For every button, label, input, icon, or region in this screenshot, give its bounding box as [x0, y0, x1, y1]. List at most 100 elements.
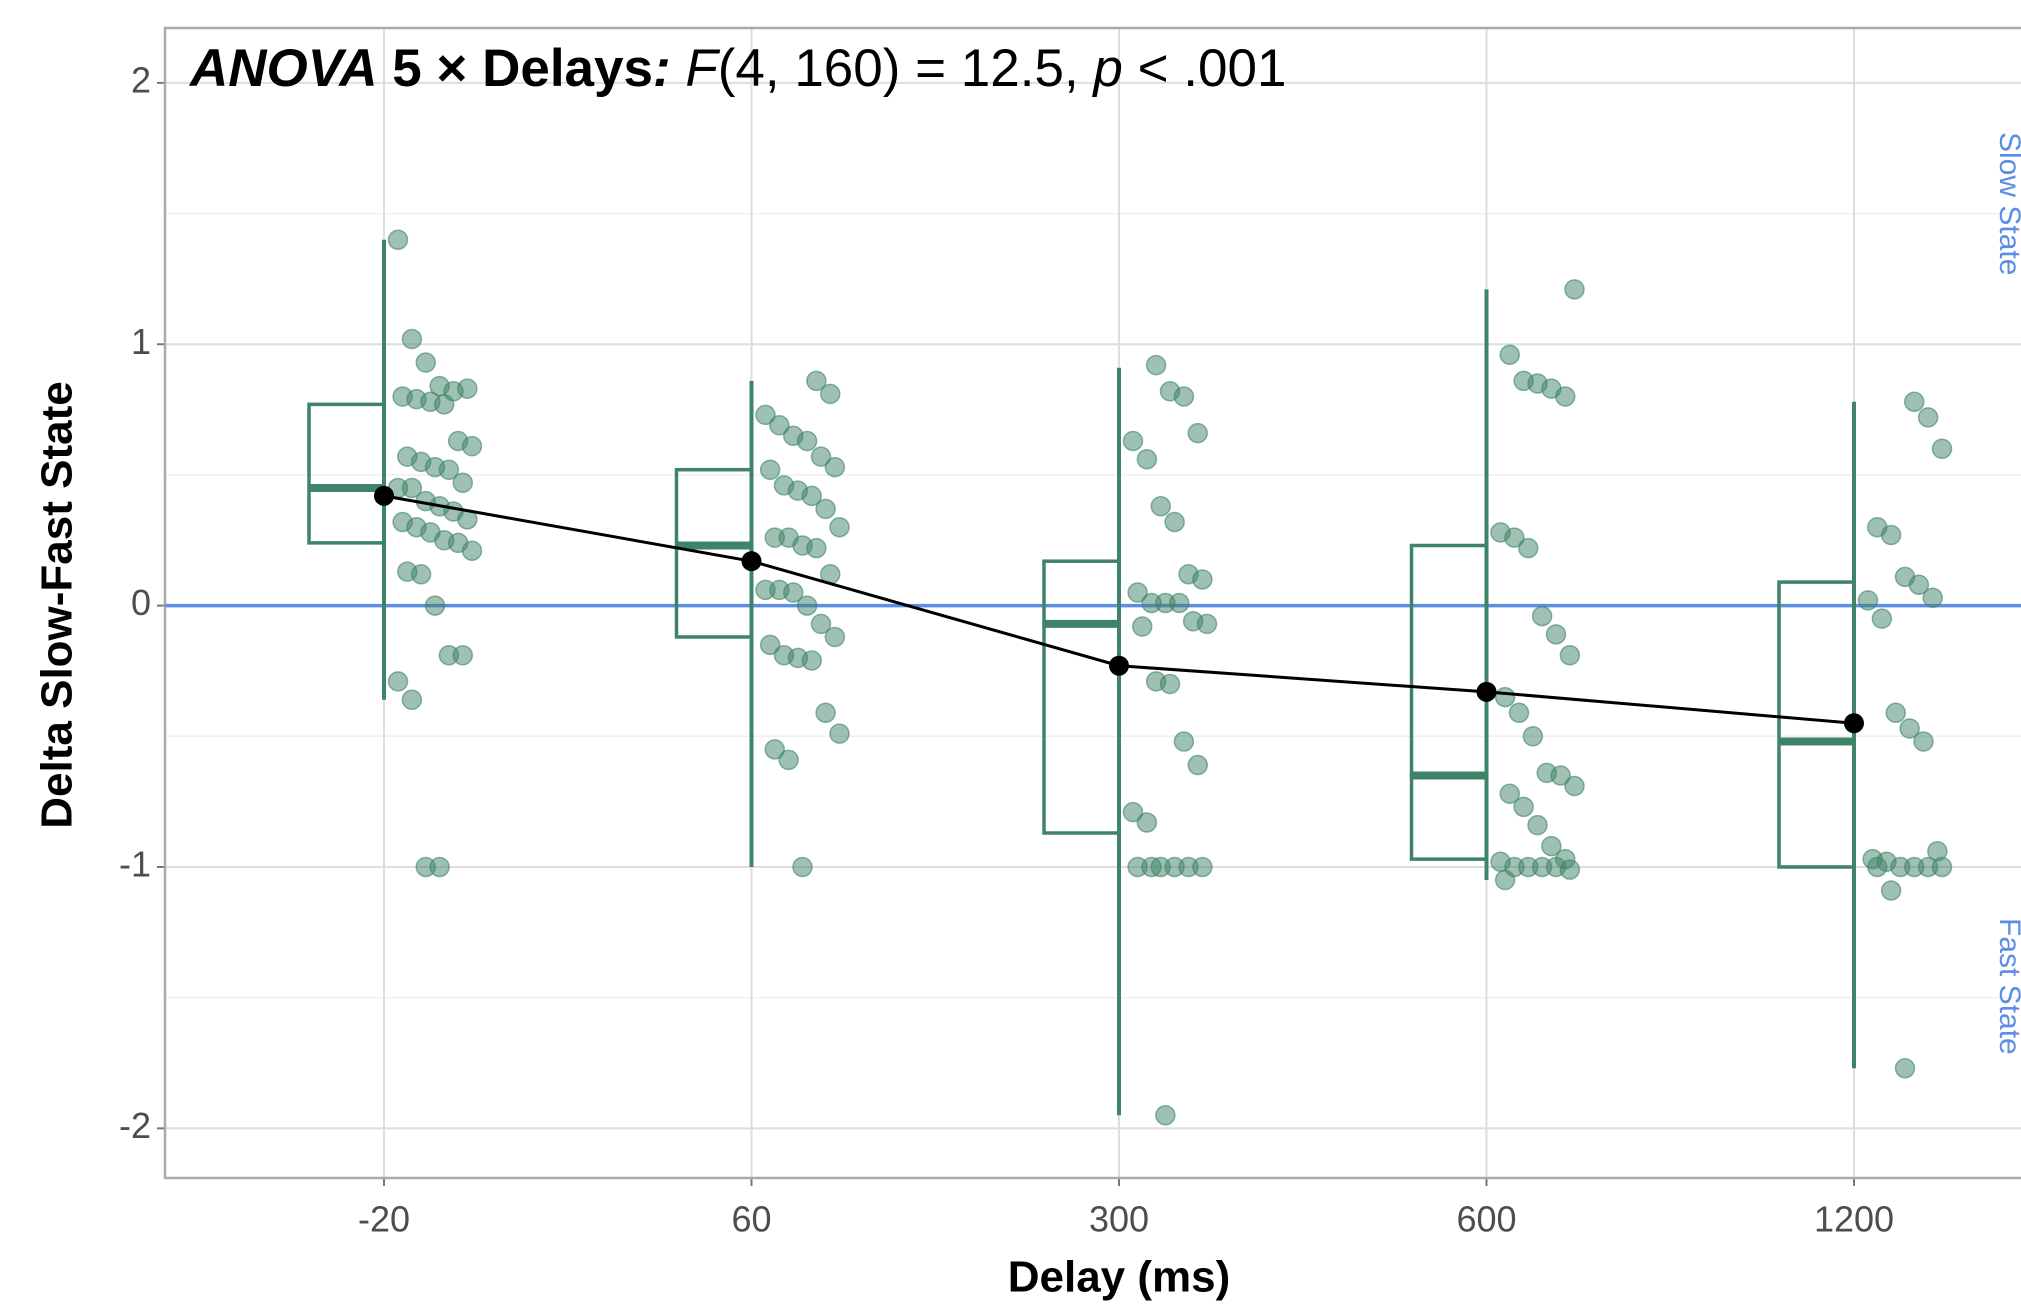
data-point	[1527, 814, 1548, 836]
data-point	[438, 459, 460, 480]
data-point	[806, 537, 827, 559]
box	[1042, 559, 1121, 835]
x-tick-label: 60	[731, 1199, 771, 1240]
data-point	[429, 856, 450, 878]
data-point	[824, 456, 846, 478]
data-point	[1922, 587, 1943, 609]
data-point	[1122, 801, 1144, 823]
mean-point	[1476, 681, 1497, 702]
data-point	[461, 435, 483, 457]
data-point	[415, 352, 436, 373]
data-point	[1904, 391, 1925, 412]
data-point	[401, 689, 423, 710]
data-point	[778, 749, 799, 771]
x-tick-label: 1200	[1814, 1199, 1894, 1240]
data-point	[764, 739, 785, 760]
data-point	[801, 650, 822, 671]
data-point	[1885, 702, 1906, 724]
data-point	[815, 702, 836, 724]
data-point	[783, 582, 804, 603]
data-point	[1564, 279, 1585, 300]
data-point	[401, 477, 423, 499]
data-point	[759, 459, 781, 480]
data-point	[1122, 430, 1144, 452]
y-axis-title: Delta Slow-Fast State	[33, 381, 82, 828]
mean-point	[374, 485, 394, 506]
data-point	[1508, 702, 1530, 724]
data-point	[1880, 524, 1902, 546]
data-point	[1867, 856, 1888, 878]
data-point	[1132, 616, 1153, 637]
data-point	[1169, 592, 1190, 614]
chart-title: ANOVA 5 × Delays: F(4, 160) = 12.5, p < …	[188, 39, 1286, 98]
data-point	[810, 446, 832, 467]
data-point	[1192, 569, 1213, 590]
data-point	[792, 856, 813, 878]
data-point	[1559, 859, 1581, 880]
x-tick-label: 600	[1456, 1199, 1516, 1240]
title-part: p	[1091, 39, 1122, 98]
data-point	[1931, 856, 1953, 878]
data-point	[424, 595, 446, 616]
data-point	[1150, 496, 1171, 517]
title-part: 5 × Delays	[377, 39, 653, 98]
data-point	[1145, 354, 1167, 376]
data-point	[1559, 645, 1581, 666]
data-point	[1894, 1057, 1916, 1079]
data-point	[1857, 590, 1879, 611]
data-point	[1880, 880, 1902, 901]
mean-point	[741, 551, 762, 572]
data-point	[1173, 386, 1195, 407]
data-point	[755, 404, 776, 426]
data-point	[801, 485, 822, 507]
data-point	[1531, 605, 1553, 627]
y-tick-label: 1	[131, 321, 151, 362]
data-point	[1192, 856, 1213, 878]
data-point	[1127, 582, 1148, 603]
reference-lower-label: Fast State	[1993, 918, 2021, 1055]
data-point	[1136, 812, 1158, 833]
data-point	[401, 328, 423, 350]
data-point	[1173, 731, 1195, 752]
data-point	[1187, 754, 1208, 776]
data-point	[820, 383, 841, 405]
data-point	[1504, 527, 1525, 548]
x-tick-label: -20	[358, 1199, 410, 1240]
y-tick-label: -2	[119, 1105, 151, 1146]
data-point	[1164, 511, 1185, 533]
data-point	[759, 634, 781, 656]
mean-point	[1844, 713, 1864, 734]
data-point	[1522, 726, 1544, 747]
x-axis-title: Delay (ms)	[1008, 1253, 1231, 1302]
data-point	[1141, 856, 1162, 878]
data-point	[815, 498, 836, 520]
data-point	[1494, 686, 1516, 708]
data-point	[1494, 869, 1516, 891]
data-point	[1913, 731, 1934, 752]
y-tick-label: 0	[131, 582, 151, 623]
data-point	[1564, 775, 1585, 797]
y-tick-label: 2	[131, 59, 151, 100]
x-tick-label: 300	[1089, 1199, 1149, 1240]
data-point	[1871, 608, 1893, 629]
data-point	[1518, 537, 1539, 559]
data-point	[824, 626, 846, 648]
mean-point	[1109, 655, 1129, 676]
title-part: F	[671, 39, 721, 98]
data-point	[806, 370, 827, 392]
data-point	[796, 430, 818, 452]
title-part: ANOVA	[188, 39, 377, 98]
data-point	[1136, 449, 1158, 470]
box	[307, 402, 386, 545]
data-point	[410, 564, 432, 585]
data-point	[461, 540, 483, 561]
data-point	[457, 378, 478, 399]
data-point	[1550, 765, 1571, 786]
data-point	[1541, 835, 1562, 857]
data-point	[1187, 422, 1208, 444]
box	[1777, 580, 1856, 869]
data-point	[1555, 386, 1576, 407]
title-part: < .001	[1123, 39, 1287, 98]
data-point	[1499, 344, 1520, 365]
